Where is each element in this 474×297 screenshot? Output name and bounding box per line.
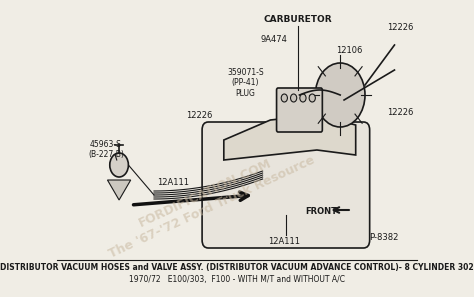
Text: 12226: 12226	[186, 111, 212, 120]
Text: P-8382: P-8382	[369, 233, 398, 242]
Circle shape	[281, 94, 287, 102]
Text: 12106: 12106	[336, 46, 363, 55]
Circle shape	[309, 94, 315, 102]
Text: 359071-S
(PP-41)
PLUG: 359071-S (PP-41) PLUG	[227, 68, 264, 98]
Circle shape	[110, 153, 128, 177]
Circle shape	[300, 94, 306, 102]
Text: 12A111: 12A111	[157, 178, 190, 187]
FancyBboxPatch shape	[276, 88, 322, 132]
Text: 1970/72   E100/303,  F100 - WITH M/T and WITHOUT A/C: 1970/72 E100/303, F100 - WITH M/T and WI…	[129, 275, 345, 284]
Text: 12226: 12226	[387, 108, 413, 117]
Circle shape	[315, 63, 365, 127]
Text: 12226: 12226	[387, 23, 413, 32]
Text: FRONT: FRONT	[305, 208, 337, 217]
Polygon shape	[224, 115, 356, 160]
Text: 9A474: 9A474	[261, 35, 288, 44]
Text: DISTRIBUTOR VACUUM HOSES and VALVE ASSY. (DISTRIBUTOR VACUUM ADVANCE CONTROL)- 8: DISTRIBUTOR VACUUM HOSES and VALVE ASSY.…	[0, 263, 474, 272]
Polygon shape	[108, 180, 131, 200]
Circle shape	[291, 94, 297, 102]
FancyBboxPatch shape	[202, 122, 370, 248]
Text: 45963-S
(B-227-B): 45963-S (B-227-B)	[88, 140, 124, 159]
Text: FORDIFICATION.COM
The '67-'72 Ford Truck Resource: FORDIFICATION.COM The '67-'72 Ford Truck…	[100, 140, 317, 260]
Text: CARBURETOR: CARBURETOR	[263, 15, 332, 24]
Text: 12A111: 12A111	[268, 237, 301, 246]
